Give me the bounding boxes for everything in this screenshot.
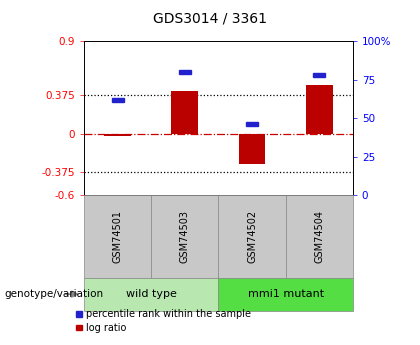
Text: wild type: wild type: [126, 289, 177, 299]
Bar: [246, 122, 258, 127]
Text: GSM74504: GSM74504: [314, 210, 324, 263]
Bar: [104, 134, 131, 136]
Text: GDS3014 / 3361: GDS3014 / 3361: [153, 12, 267, 26]
Bar: [306, 86, 333, 134]
Bar: [112, 98, 123, 102]
Bar: [313, 73, 325, 77]
Text: log ratio: log ratio: [86, 323, 126, 333]
Text: genotype/variation: genotype/variation: [4, 289, 103, 299]
Text: GSM74501: GSM74501: [113, 210, 123, 263]
Text: GSM74503: GSM74503: [180, 210, 190, 263]
Bar: [171, 90, 198, 134]
Text: GSM74502: GSM74502: [247, 210, 257, 263]
Text: mmi1 mutant: mmi1 mutant: [247, 289, 324, 299]
Bar: [179, 70, 191, 74]
Text: percentile rank within the sample: percentile rank within the sample: [86, 309, 251, 319]
Bar: [239, 134, 265, 164]
